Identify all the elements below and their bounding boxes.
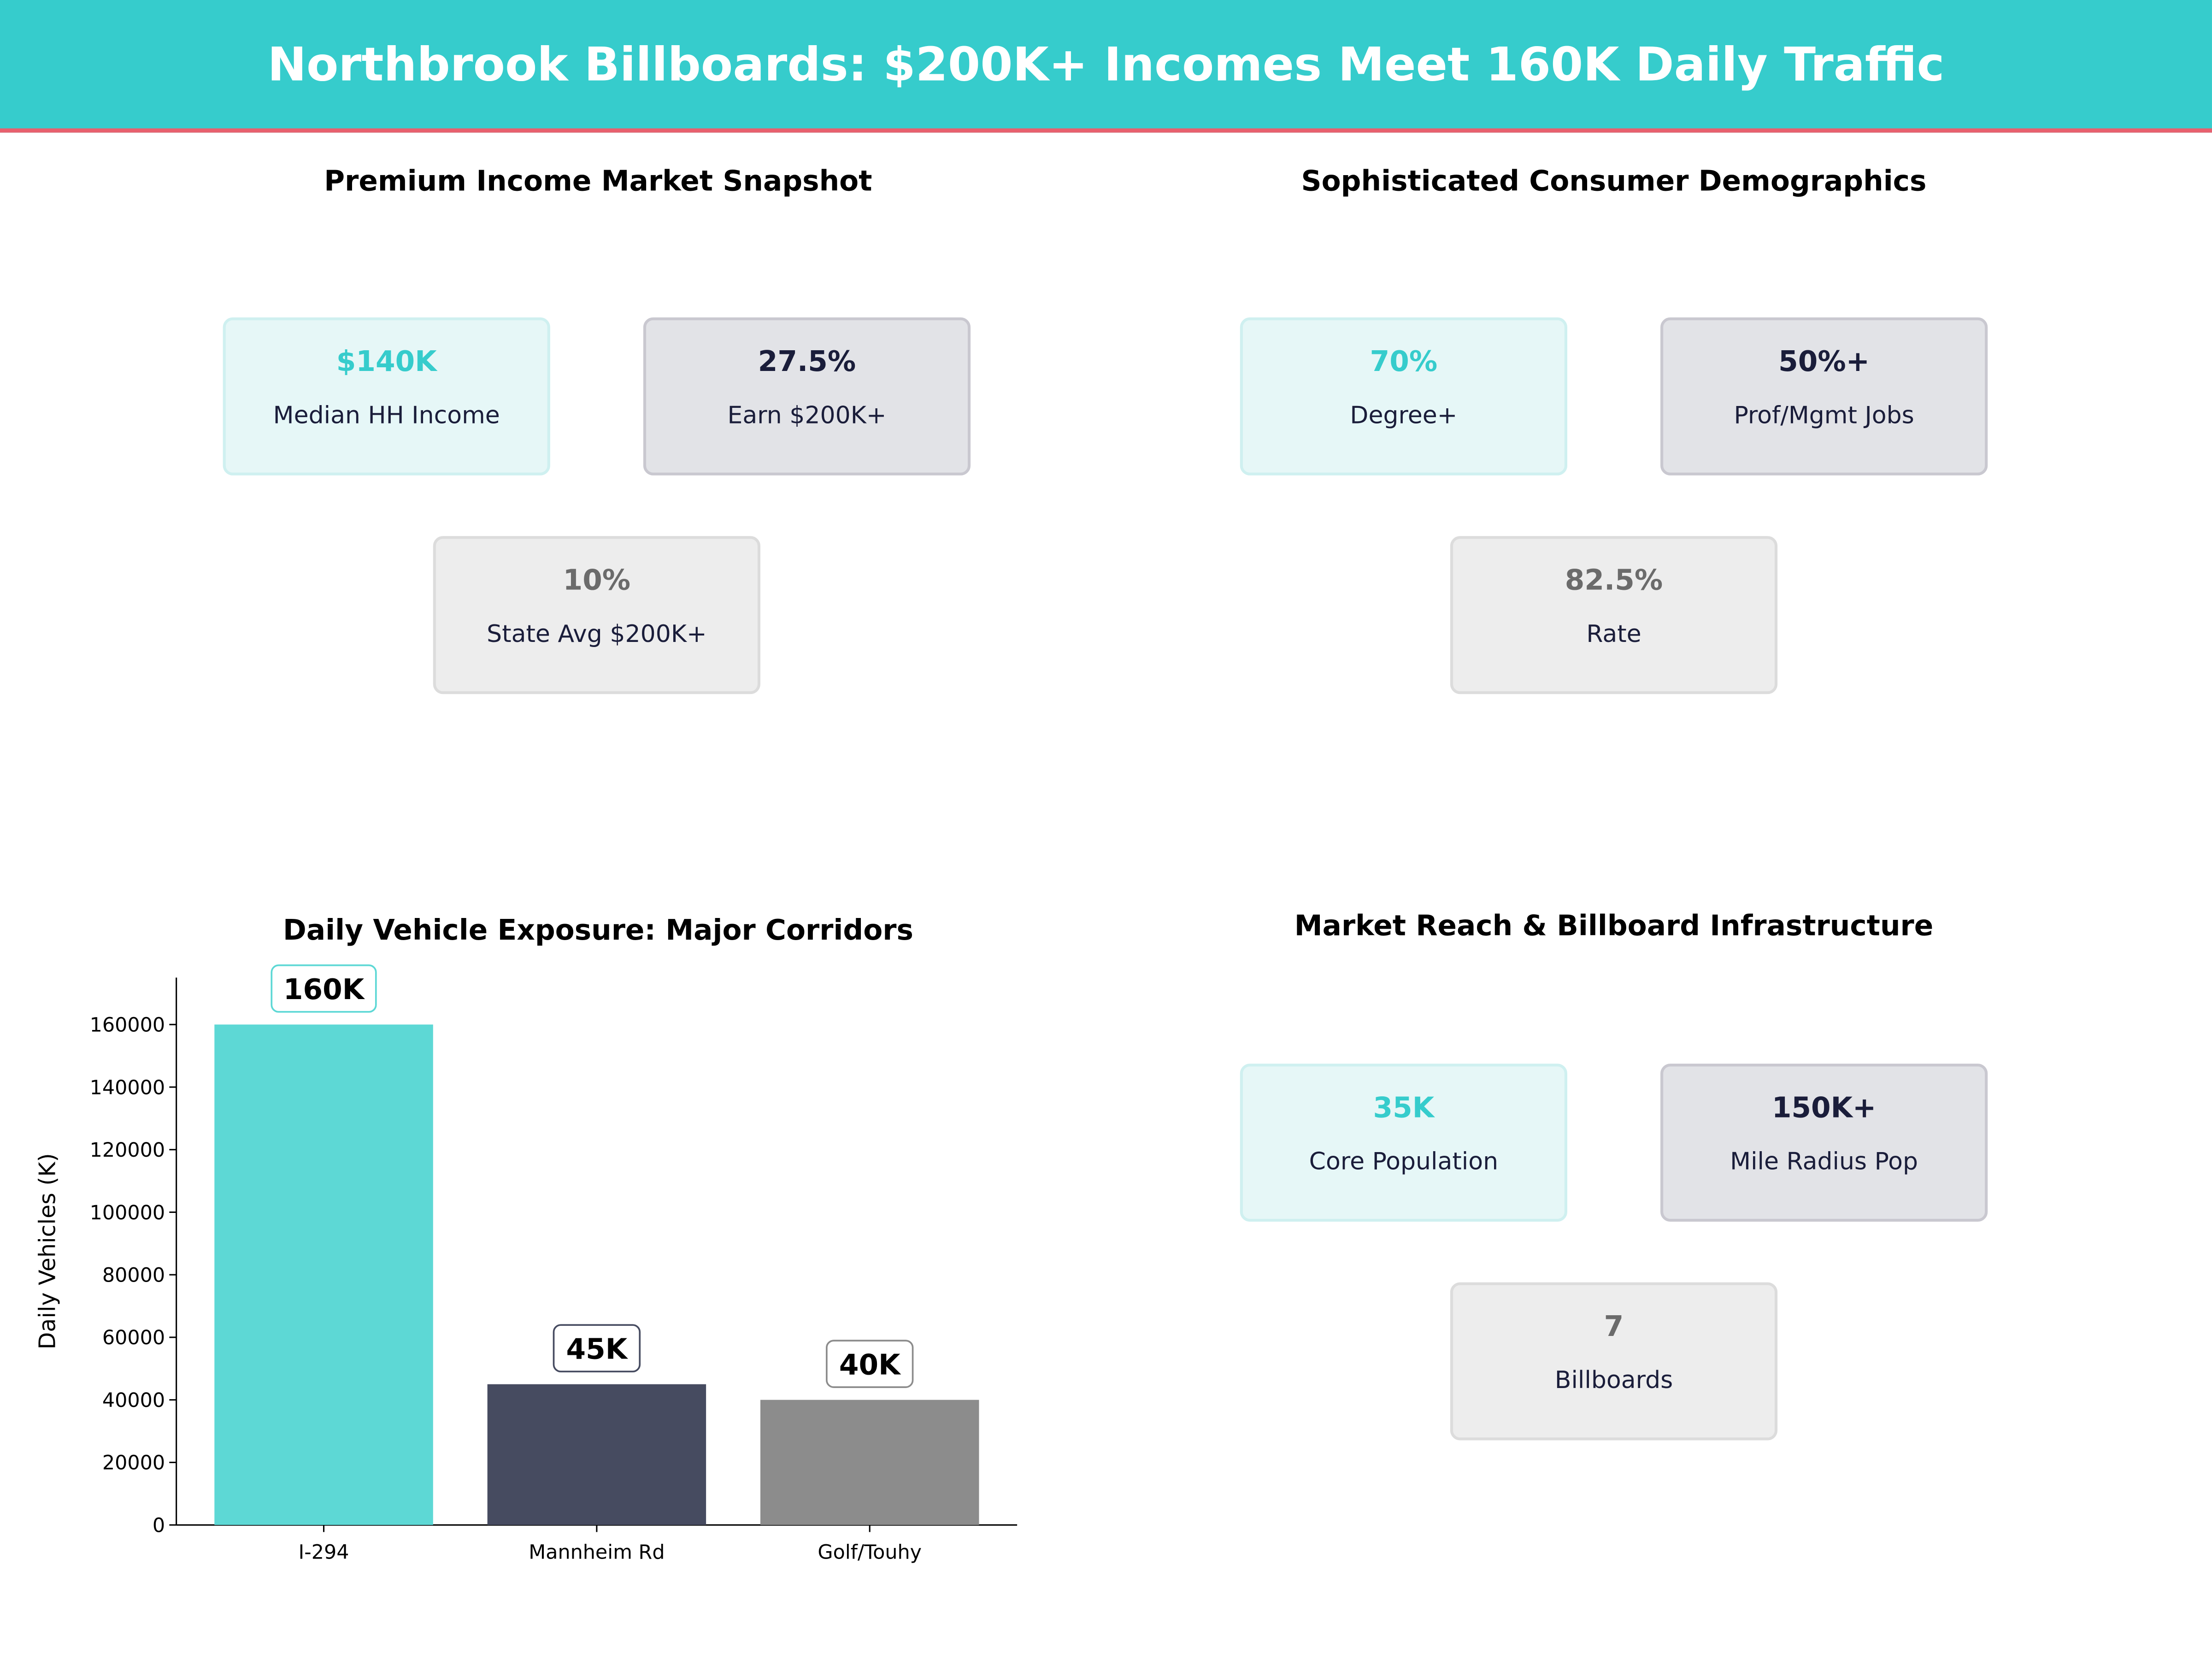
demographics-panel-title: Sophisticated Consumer Demographics (1301, 164, 1927, 198)
x-tick-label: I-294 (299, 1541, 349, 1564)
chart-title: Daily Vehicle Exposure: Major Corridors (283, 914, 913, 947)
card-label: Median HH Income (273, 402, 500, 430)
demo-card-rate: 82.5% Rate (1450, 536, 1778, 694)
data-label-box (826, 1340, 914, 1388)
income-panel-title: Premium Income Market Snapshot (324, 164, 872, 198)
card-value: 10% (563, 563, 631, 597)
y-tick-label: 100000 (90, 1201, 165, 1224)
card-label: Earn $200K+ (727, 402, 887, 430)
card-label: Prof/Mgmt Jobs (1734, 402, 1914, 430)
bar-golf-touhy (760, 1400, 979, 1525)
demo-card-degree: 70% Degree+ (1240, 317, 1567, 476)
y-tick-label: 80000 (102, 1264, 165, 1287)
card-value: 35K (1373, 1090, 1435, 1124)
card-value: 7 (1604, 1309, 1624, 1343)
y-tick-label: 0 (153, 1514, 165, 1537)
reach-card-core-pop: 35K Core Population (1240, 1064, 1567, 1222)
y-tick-label: 20000 (102, 1452, 165, 1475)
y-tick-label: 160000 (90, 1014, 165, 1037)
bar-mannheim-rd (487, 1384, 706, 1525)
bar-i-294 (214, 1024, 433, 1525)
reach-card-billboards: 7 Billboards (1450, 1282, 1778, 1441)
card-value: 150K+ (1771, 1090, 1877, 1124)
y-axis-label: Daily Vehicles (K) (34, 1153, 60, 1349)
data-label-box (553, 1324, 641, 1373)
y-tick-label: 60000 (102, 1326, 165, 1349)
income-card-state-avg: 10% State Avg $200K+ (433, 536, 760, 694)
data-label: 45K (566, 1333, 629, 1366)
y-tick-label: 40000 (102, 1389, 165, 1412)
header-banner: Northbrook Billboards: $200K+ Incomes Me… (0, 0, 2212, 133)
card-value: 82.5% (1565, 563, 1663, 597)
card-label: Rate (1586, 620, 1641, 649)
card-label: Core Population (1309, 1148, 1499, 1177)
card-label: Mile Radius Pop (1730, 1148, 1918, 1177)
data-label: 40K (839, 1349, 901, 1382)
data-label-box (271, 964, 377, 1013)
x-tick-label: Mannheim Rd (529, 1541, 665, 1564)
card-label: Billboards (1554, 1367, 1673, 1395)
card-value: $140K (336, 344, 437, 378)
demo-card-prof-jobs: 50%+ Prof/Mgmt Jobs (1660, 317, 1988, 476)
card-value: 50%+ (1778, 344, 1870, 378)
page-title: Northbrook Billboards: $200K+ Incomes Me… (267, 36, 1945, 92)
y-tick-label: 140000 (90, 1076, 165, 1099)
income-card-median: $140K Median HH Income (223, 317, 550, 476)
x-tick-label: Golf/Touhy (818, 1541, 922, 1564)
reach-panel-title: Market Reach & Billboard Infrastructure (1294, 908, 1934, 942)
reach-card-radius-pop: 150K+ Mile Radius Pop (1660, 1064, 1988, 1222)
card-label: State Avg $200K+ (487, 620, 707, 649)
y-tick-label: 120000 (90, 1139, 165, 1162)
income-card-earn-200k: 27.5% Earn $200K+ (643, 317, 971, 476)
traffic-bar-chart: Daily Vehicle Exposure: Major Corridors … (34, 914, 1018, 1564)
card-value: 27.5% (758, 344, 856, 378)
card-label: Degree+ (1350, 402, 1458, 430)
data-label: 160K (283, 973, 365, 1006)
card-value: 70% (1370, 344, 1438, 378)
